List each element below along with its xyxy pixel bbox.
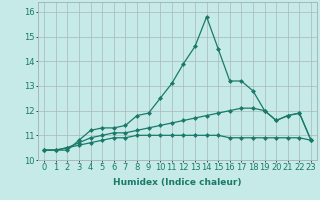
X-axis label: Humidex (Indice chaleur): Humidex (Indice chaleur) xyxy=(113,178,242,187)
